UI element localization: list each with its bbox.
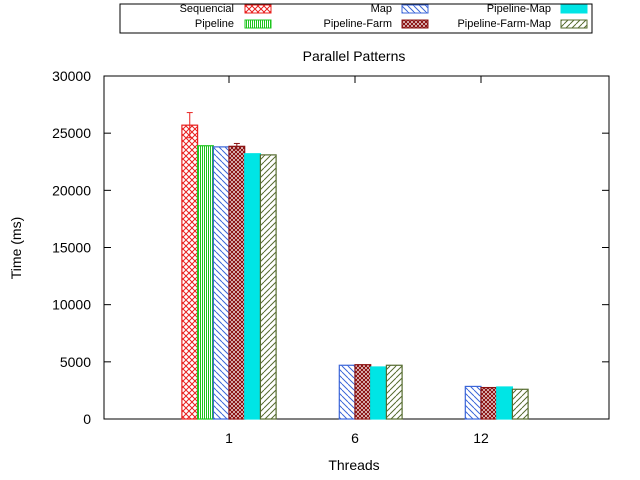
bar-pipeline-map-1 bbox=[244, 153, 261, 420]
legend-swatch-pipeline bbox=[244, 19, 272, 29]
x-tick-label: 1 bbox=[225, 430, 233, 446]
x-axis-label: Threads bbox=[328, 457, 379, 473]
legend-label: Pipeline-Map bbox=[487, 3, 551, 15]
bar-pipeline-farm-6 bbox=[354, 364, 372, 420]
bar-pipeline-farm-1 bbox=[228, 145, 246, 420]
bar-pipeline-map-12 bbox=[496, 386, 514, 420]
y-tick-label: 10000 bbox=[52, 297, 91, 313]
legend-label: Pipeline-Farm-Map bbox=[457, 18, 551, 30]
legend-swatch-sequencial bbox=[244, 4, 272, 14]
legend-label: Pipeline bbox=[195, 18, 234, 30]
legend-label: Sequencial bbox=[180, 3, 234, 15]
x-tick-label: 6 bbox=[351, 430, 359, 446]
legend-swatch-map bbox=[401, 4, 429, 14]
y-axis: 0 5000 10000 15000 20000 25000 30000 bbox=[52, 68, 609, 427]
bar-pipeline-farm-map-12 bbox=[511, 388, 529, 420]
y-tick-label: 5000 bbox=[60, 354, 91, 370]
y-tick-label: 0 bbox=[83, 411, 91, 427]
y-tick-label: 30000 bbox=[52, 68, 91, 84]
bar-pipeline-farm-map-6 bbox=[385, 364, 403, 420]
legend-label: Map bbox=[371, 3, 392, 15]
bar-sequencial-1 bbox=[181, 124, 199, 420]
legend-swatch-pipeline-map bbox=[560, 4, 588, 14]
bar-pipeline-farm-map-1 bbox=[259, 154, 277, 420]
y-axis-label: Time (ms) bbox=[8, 217, 24, 279]
bar-pipeline-map-6 bbox=[370, 366, 388, 420]
legend-label: Pipeline-Farm bbox=[324, 18, 392, 30]
y-tick-label: 15000 bbox=[52, 240, 91, 256]
bar-map-6 bbox=[338, 364, 356, 420]
bar-map-12 bbox=[464, 385, 482, 420]
bar-pipeline-farm-12 bbox=[480, 386, 498, 420]
legend-frame bbox=[119, 3, 593, 34]
x-tick-label: 12 bbox=[473, 430, 489, 446]
legend-swatch-pipeline-farm bbox=[401, 19, 429, 29]
chart-title: Parallel Patterns bbox=[303, 48, 406, 64]
chart-legend: Sequencial Pipeline Map Pipeline-Farm Pipeli… bbox=[119, 3, 593, 34]
bar-map-1 bbox=[212, 146, 230, 420]
bars-layer bbox=[181, 112, 529, 420]
bar-pipeline-1 bbox=[197, 145, 214, 420]
y-tick-label: 20000 bbox=[52, 182, 91, 198]
legend-swatch-pipeline-farm-map bbox=[560, 19, 588, 29]
y-tick-label: 25000 bbox=[52, 125, 91, 141]
